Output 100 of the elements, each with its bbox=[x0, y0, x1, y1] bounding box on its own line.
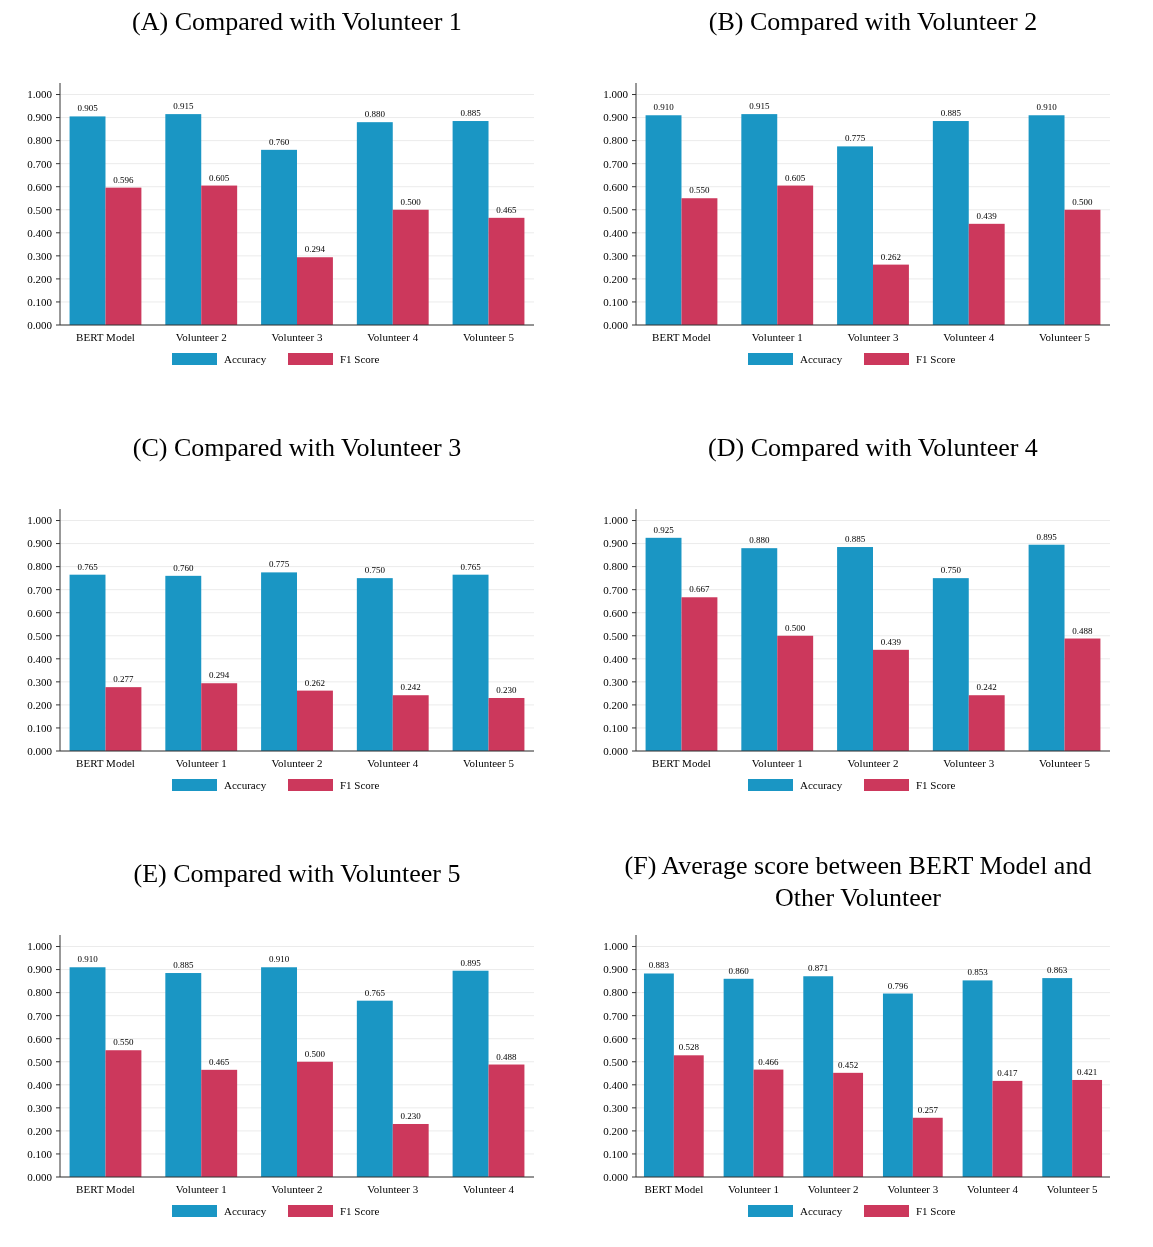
bar bbox=[968, 223, 1005, 325]
y-tick-label: 0.300 bbox=[27, 675, 53, 688]
x-tick-label: Volunteer 4 bbox=[367, 757, 419, 769]
bar bbox=[1042, 978, 1073, 1177]
y-tick-label: 0.800 bbox=[27, 560, 53, 573]
data-label: 0.895 bbox=[1036, 531, 1058, 542]
y-tick-label: 0.200 bbox=[27, 1124, 53, 1137]
y-tick-label: 1.000 bbox=[603, 940, 629, 953]
y-tick-label: 0.700 bbox=[603, 583, 629, 596]
legend-label: F1 Score bbox=[916, 353, 956, 365]
data-label: 0.417 bbox=[997, 1067, 1019, 1078]
x-tick-label: Volunteer 2 bbox=[271, 1183, 323, 1195]
data-label: 0.910 bbox=[268, 954, 290, 965]
chart-title: (A) Compared with Volunteer 1 bbox=[132, 7, 462, 36]
x-tick-label: Volunteer 5 bbox=[463, 757, 515, 769]
chart-title: (E) Compared with Volunteer 5 bbox=[133, 859, 461, 888]
y-tick-label: 0.400 bbox=[27, 226, 53, 239]
bar bbox=[1064, 209, 1101, 325]
bar bbox=[69, 116, 106, 325]
bar bbox=[932, 121, 969, 325]
y-tick-label: 1.000 bbox=[603, 88, 629, 101]
bar bbox=[392, 209, 429, 325]
bar bbox=[356, 1000, 393, 1177]
y-tick-label: 0.200 bbox=[27, 698, 53, 711]
data-label: 0.775 bbox=[844, 133, 866, 144]
bar bbox=[753, 1069, 784, 1177]
data-label: 0.895 bbox=[460, 957, 482, 968]
legend-label: Accuracy bbox=[800, 779, 843, 791]
data-label: 0.910 bbox=[653, 102, 675, 113]
data-label: 0.421 bbox=[1076, 1066, 1098, 1077]
x-tick-label: Volunteer 1 bbox=[751, 757, 803, 769]
data-label: 0.915 bbox=[173, 101, 194, 112]
data-label: 0.885 bbox=[460, 108, 482, 119]
y-tick-label: 0.600 bbox=[27, 180, 53, 193]
x-tick-label: Volunteer 5 bbox=[463, 331, 515, 343]
bar bbox=[837, 547, 873, 751]
x-tick-label: Volunteer 3 bbox=[943, 757, 995, 769]
y-tick-label: 0.300 bbox=[603, 249, 629, 262]
legend-label: Accuracy bbox=[224, 779, 267, 791]
data-label: 0.605 bbox=[785, 172, 806, 183]
bar bbox=[452, 121, 489, 325]
bar bbox=[452, 970, 489, 1177]
y-tick-label: 0.400 bbox=[27, 1078, 53, 1091]
bar bbox=[392, 1123, 429, 1177]
y-tick-label: 0.800 bbox=[27, 134, 53, 147]
y-tick-label: 0.300 bbox=[27, 1101, 53, 1114]
bar bbox=[968, 695, 1005, 751]
data-label: 0.910 bbox=[77, 954, 99, 965]
bar bbox=[723, 978, 754, 1177]
data-label: 0.796 bbox=[887, 980, 909, 991]
data-label: 0.466 bbox=[758, 1056, 780, 1067]
bar bbox=[777, 185, 814, 325]
x-tick-label: Volunteer 2 bbox=[271, 757, 323, 769]
y-tick-label: 0.400 bbox=[603, 1078, 629, 1091]
x-tick-label: Volunteer 2 bbox=[175, 331, 227, 343]
y-tick-label: 0.000 bbox=[27, 318, 53, 331]
bar bbox=[1028, 544, 1065, 751]
data-label: 0.905 bbox=[77, 103, 99, 114]
data-label: 0.596 bbox=[113, 174, 135, 185]
bar bbox=[837, 146, 873, 325]
bar bbox=[681, 198, 718, 325]
x-tick-label: Volunteer 1 bbox=[175, 1183, 227, 1195]
legend-label: Accuracy bbox=[800, 1205, 843, 1217]
data-label: 0.230 bbox=[496, 684, 518, 695]
y-tick-label: 0.700 bbox=[603, 1009, 629, 1022]
bar bbox=[645, 115, 682, 325]
bar bbox=[261, 967, 297, 1177]
data-label: 0.760 bbox=[268, 136, 290, 147]
chart-title: (F) Average score between BERT Model and Other Volunteer bbox=[624, 851, 1092, 912]
y-tick-label: 0.400 bbox=[27, 652, 53, 665]
data-label: 0.294 bbox=[209, 670, 230, 681]
x-tick-label: Volunteer 2 bbox=[847, 757, 899, 769]
bar bbox=[833, 1072, 864, 1177]
bar bbox=[681, 597, 718, 751]
x-tick-label: Volunteer 5 bbox=[1039, 331, 1091, 343]
bar bbox=[105, 687, 142, 751]
bar bbox=[105, 1050, 142, 1177]
data-label: 0.667 bbox=[689, 584, 711, 595]
data-label: 0.605 bbox=[209, 172, 230, 183]
bar bbox=[69, 574, 106, 751]
data-label: 0.750 bbox=[364, 565, 386, 576]
x-tick-label: Volunteer 1 bbox=[728, 1183, 779, 1195]
data-label: 0.925 bbox=[653, 524, 675, 535]
data-label: 0.439 bbox=[880, 636, 902, 647]
bar bbox=[741, 114, 778, 325]
data-label: 0.910 bbox=[1036, 102, 1058, 113]
legend-label: F1 Score bbox=[340, 779, 380, 791]
bar bbox=[643, 973, 674, 1177]
data-label: 0.242 bbox=[976, 682, 997, 693]
y-tick-label: 0.400 bbox=[603, 226, 629, 239]
y-tick-label: 0.900 bbox=[603, 963, 629, 976]
data-label: 0.853 bbox=[967, 967, 989, 978]
data-label: 0.550 bbox=[113, 1037, 135, 1048]
x-tick-label: Volunteer 5 bbox=[1046, 1183, 1099, 1195]
data-label: 0.528 bbox=[678, 1042, 700, 1053]
bar bbox=[201, 683, 238, 751]
bar bbox=[645, 537, 682, 751]
y-tick-label: 0.200 bbox=[603, 1124, 629, 1137]
bar bbox=[488, 217, 525, 325]
bar bbox=[873, 264, 909, 325]
